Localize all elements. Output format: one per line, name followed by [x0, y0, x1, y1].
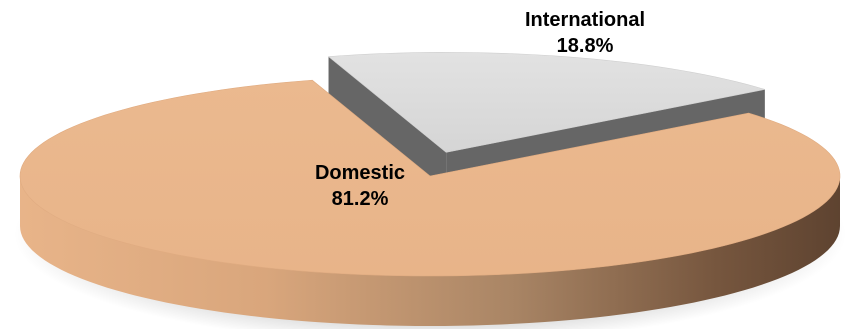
pie-slice-domestic	[19, 79, 841, 326]
pie-slice-domestic-top	[19, 79, 841, 277]
slice-label-international: International 18.8%	[505, 7, 665, 59]
slice-name-international: International	[524, 9, 645, 31]
slice-value-domestic: 81.2%	[331, 188, 389, 210]
slice-label-domestic: Domestic 81.2%	[290, 160, 430, 212]
slice-name-domestic: Domestic	[314, 162, 406, 184]
pie-slice-international-top	[327, 52, 765, 153]
pie-slice-domestic-side	[20, 176, 840, 326]
slice-value-international: 18.8%	[556, 35, 614, 57]
